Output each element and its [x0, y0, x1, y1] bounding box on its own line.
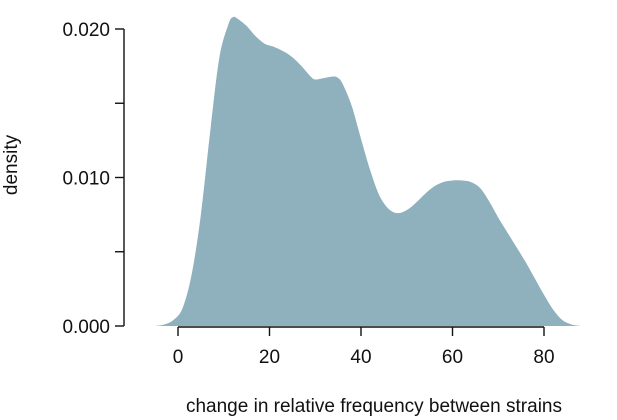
density-area — [155, 16, 581, 326]
x-tick-label: 0 — [173, 347, 184, 368]
x-tick-label: 40 — [350, 347, 371, 368]
y-tick-label: 0.020 — [62, 20, 110, 41]
x-axis-title: change in relative frequency between str… — [186, 396, 562, 417]
y-axis-title: density — [1, 134, 22, 195]
plot-area — [155, 16, 581, 326]
x-tick-label: 60 — [442, 347, 463, 368]
x-tick-label: 80 — [533, 347, 554, 368]
x-tick-label: 20 — [259, 347, 280, 368]
y-ticks: 0.000 0.010 0.020 — [62, 20, 124, 338]
x-ticks: 0 20 40 60 80 — [173, 327, 555, 368]
y-tick-label: 0.010 — [62, 169, 110, 190]
y-tick-label: 0.000 — [62, 317, 110, 338]
